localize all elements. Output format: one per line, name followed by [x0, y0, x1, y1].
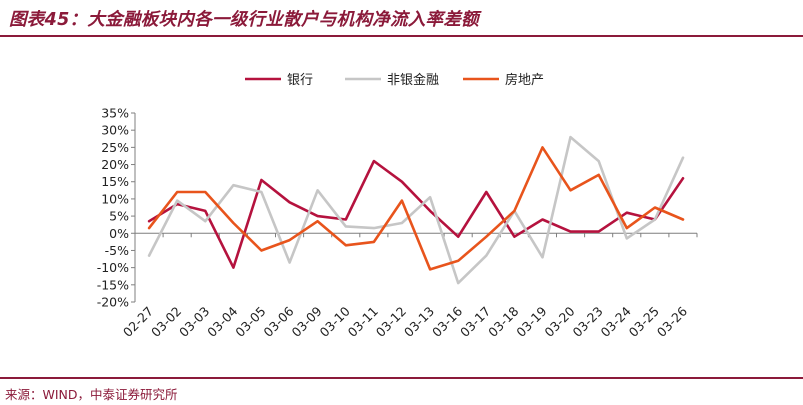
source-note: 来源：WIND，中泰证券研究所 — [5, 387, 178, 402]
x-tick-label: 03-16 — [429, 303, 465, 339]
y-tick-label: -20% — [97, 295, 129, 310]
x-tick-label: 03-02 — [148, 304, 184, 340]
x-tick-label: 03-24 — [598, 303, 634, 339]
x-tick-label: 03-19 — [513, 303, 549, 339]
y-tick-label: -15% — [97, 277, 129, 292]
y-tick-label: -5% — [105, 243, 129, 258]
y-tick-label: 0% — [109, 226, 129, 241]
x-tick-label: 03-25 — [626, 304, 662, 340]
figure-title: 图表45：大金融板块内各一级行业散户与机构净流入率差额 — [9, 10, 479, 30]
x-tick-label: 03-11 — [345, 304, 381, 340]
x-tick-label: 03-10 — [317, 303, 353, 339]
y-tick-label: 25% — [101, 140, 129, 155]
title-divider — [0, 35, 803, 37]
x-tick-label: 03-06 — [260, 303, 296, 339]
y-tick-label: 30% — [101, 123, 129, 138]
series-line-2 — [147, 135, 685, 285]
y-tick-label: 5% — [109, 209, 129, 224]
legend-label-2: 非银金融 — [387, 72, 439, 88]
x-tick-label: 03-20 — [541, 303, 577, 339]
y-tick-label: 15% — [101, 174, 129, 189]
x-tick-label: 03-13 — [401, 304, 437, 340]
x-tick-label: 03-03 — [176, 304, 212, 340]
x-tick-label: 03-23 — [569, 304, 605, 340]
line-chart: 35%30%25%20%15%10%5%0%-5%-10%-15%-20%02-… — [97, 72, 698, 340]
footer-divider — [0, 377, 803, 379]
x-tick-label: 03-05 — [232, 304, 268, 340]
y-tick-label: 35% — [101, 106, 129, 121]
x-tick-label: 03-17 — [457, 304, 493, 340]
x-tick-label: 03-18 — [485, 303, 521, 339]
y-tick-label: 20% — [101, 157, 129, 172]
x-tick-label: 03-04 — [204, 303, 240, 339]
x-tick-label: 03-12 — [373, 304, 409, 340]
figure-header: 图表45：大金融板块内各一级行业散户与机构净流入率差额 — [0, 0, 803, 37]
y-tick-label: 10% — [101, 191, 129, 206]
series-line-1 — [147, 159, 685, 269]
x-tick-label: 03-09 — [288, 303, 324, 339]
series-line-3 — [147, 146, 685, 271]
legend-label-3: 房地产 — [505, 72, 544, 88]
x-tick-label: 03-26 — [654, 303, 690, 339]
legend-label-1: 银行 — [287, 73, 313, 88]
y-tick-label: -10% — [97, 260, 129, 275]
